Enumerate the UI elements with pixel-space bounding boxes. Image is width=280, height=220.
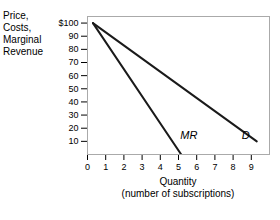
svg-text:5: 5 <box>176 162 181 172</box>
svg-text:2: 2 <box>121 162 126 172</box>
svg-text:7: 7 <box>212 162 217 172</box>
svg-text:8: 8 <box>231 162 236 172</box>
svg-text:$100: $100 <box>58 18 78 28</box>
svg-text:30: 30 <box>68 110 78 120</box>
svg-text:4: 4 <box>158 162 163 172</box>
svg-text:10: 10 <box>68 136 78 146</box>
svg-text:6: 6 <box>194 162 199 172</box>
svg-text:60: 60 <box>68 71 78 81</box>
svg-text:90: 90 <box>68 31 78 41</box>
html-text:Price, Costs, Marginal Revenue: Price, Costs, Marginal Revenue <box>3 10 43 57</box>
svg-text:80: 80 <box>68 44 78 54</box>
svg-text:9: 9 <box>249 162 254 172</box>
svg-text:1: 1 <box>103 162 108 172</box>
svg-text:50: 50 <box>68 84 78 94</box>
svg-text:D: D <box>242 129 250 141</box>
svg-text:MR: MR <box>180 129 197 141</box>
svg-text:3: 3 <box>140 162 145 172</box>
svg-text:0: 0 <box>85 162 90 172</box>
svg-text:40: 40 <box>68 97 78 107</box>
svg-text:20: 20 <box>68 123 78 133</box>
svg-text:70: 70 <box>68 57 78 67</box>
html-text:Quantity (number of subscripti: Quantity (number of subscriptions) <box>121 176 235 199</box>
